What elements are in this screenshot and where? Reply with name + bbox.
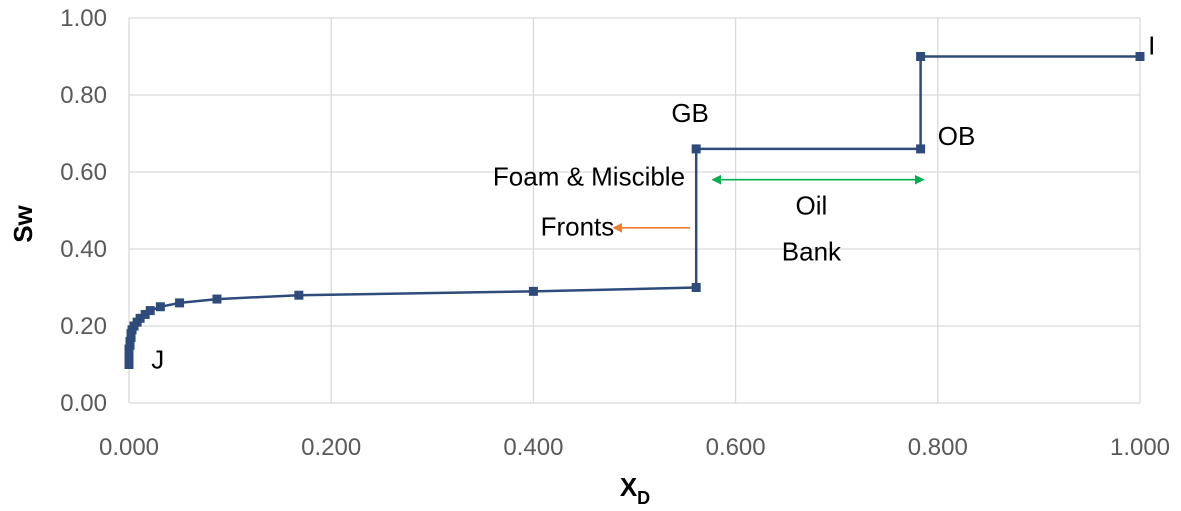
- x-axis-ticks: 0.000 0.200 0.400 0.600 0.800 1.000: [99, 434, 1170, 461]
- x-axis-title-main: X: [620, 472, 638, 502]
- label-i: I: [1148, 31, 1155, 61]
- data-point-marker: [294, 290, 304, 300]
- label-fronts: Fronts: [541, 212, 615, 242]
- y-tick-label: 0.20: [60, 313, 107, 340]
- series-layer: [124, 52, 1145, 369]
- label-oil: Oil: [796, 190, 828, 220]
- x-axis-title-subscript: D: [637, 488, 650, 508]
- x-axis-title: XD: [620, 472, 650, 508]
- x-tick-label: 0.000: [99, 434, 159, 461]
- data-point-marker: [1135, 52, 1145, 61]
- y-tick-label: 1.00: [60, 5, 107, 32]
- data-point-marker: [691, 144, 701, 154]
- data-point-marker: [135, 313, 145, 323]
- data-point-marker: [155, 302, 165, 312]
- data-point-marker: [140, 309, 150, 319]
- data-point-marker: [145, 306, 155, 316]
- y-tick-label: 0.60: [60, 159, 107, 186]
- data-point-marker: [175, 298, 185, 308]
- data-point-marker: [212, 294, 222, 304]
- data-point-marker: [691, 283, 701, 292]
- x-tick-label: 0.800: [908, 434, 968, 461]
- data-point-marker: [916, 144, 926, 154]
- x-tick-label: 0.200: [301, 434, 361, 461]
- y-axis-title: Sw: [8, 204, 38, 242]
- x-tick-label: 1.000: [1110, 434, 1170, 461]
- y-tick-label: 0.40: [60, 236, 107, 263]
- x-tick-label: 0.400: [503, 434, 563, 461]
- y-tick-label: 0.00: [60, 390, 107, 417]
- arrow-layer: [612, 174, 925, 233]
- y-axis-ticks: 0.00 0.20 0.40 0.60 0.80 1.00: [60, 5, 107, 417]
- grid: [128, 17, 1141, 404]
- y-tick-label: 0.80: [60, 82, 107, 109]
- label-gb: GB: [671, 98, 709, 128]
- x-tick-label: 0.600: [706, 434, 766, 461]
- data-point-marker: [528, 286, 538, 296]
- label-j: J: [151, 344, 164, 374]
- label-foam-miscible: Foam & Miscible: [493, 161, 685, 191]
- data-point-marker: [916, 52, 926, 61]
- label-bank: Bank: [782, 237, 842, 267]
- annotation-layer: J GB OB I Foam & Miscible Fronts Oil Bank: [151, 31, 1155, 375]
- series-line: [127, 55, 1140, 365]
- label-ob: OB: [938, 121, 976, 151]
